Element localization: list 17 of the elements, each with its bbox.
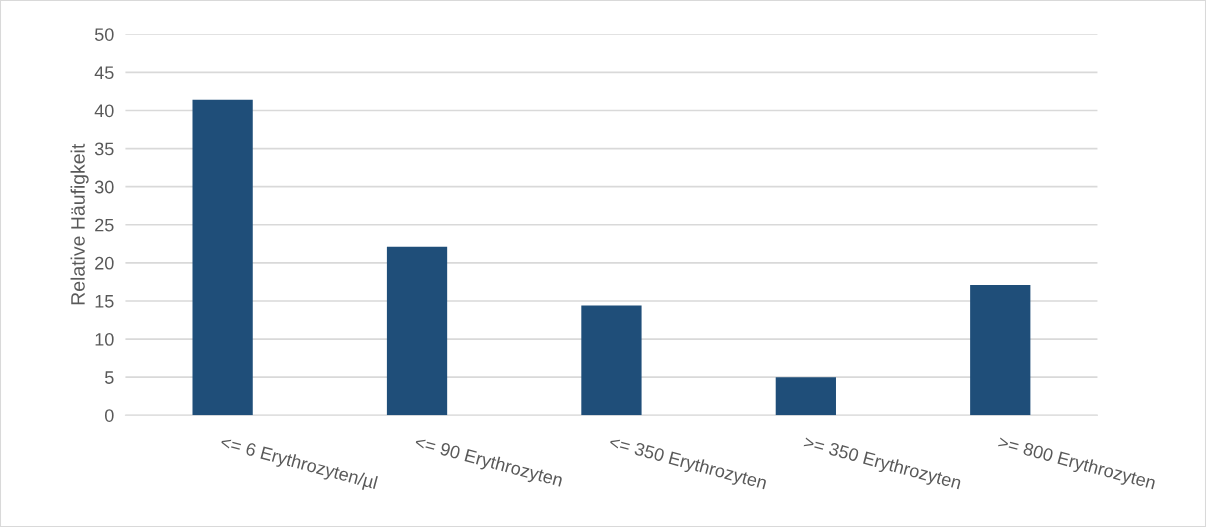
y-tick-label: 15 [95, 295, 114, 308]
y-tick-label: 5 [104, 371, 114, 384]
y-tick-label: 50 [94, 28, 114, 41]
y-tick-label: 30 [94, 180, 114, 194]
bar [386, 246, 448, 416]
y-tick-label: 25 [95, 218, 114, 232]
bar [581, 305, 642, 416]
bar [192, 99, 253, 416]
y-tick-label: 35 [94, 142, 114, 156]
y-tick-label: 10 [95, 333, 114, 346]
y-tick-label: 40 [94, 104, 114, 118]
y-tick-label: 0 [104, 409, 114, 422]
y-tick-label: 45 [94, 66, 114, 80]
bar [970, 284, 1031, 416]
bar [775, 377, 836, 416]
y-tick-label: 20 [95, 256, 114, 270]
y-axis-title: Relative Häufigkeit [70, 143, 89, 305]
